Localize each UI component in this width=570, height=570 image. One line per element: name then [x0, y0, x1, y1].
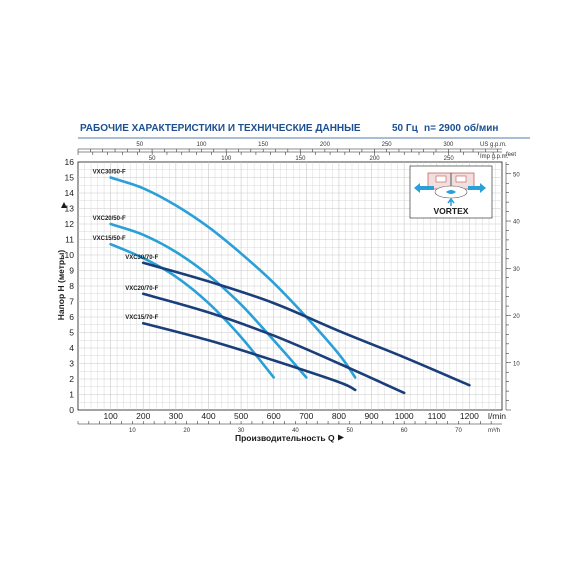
x-tick-label: 300 — [169, 411, 183, 421]
x-tick-label: 600 — [267, 411, 281, 421]
y-tick-label: 1 — [69, 390, 74, 400]
top-axis-2-label: 100 — [221, 156, 232, 162]
bottom-axis-2-label: 40 — [292, 428, 299, 434]
series-label-vxc30-50-f: VXC30/50-F — [93, 170, 126, 176]
top-axis-2-label: 200 — [370, 156, 381, 162]
top-axis-1-label: 50 — [136, 142, 143, 148]
bottom-axis-2-label: 20 — [183, 428, 190, 434]
bottom-axis-2-label: 10 — [129, 428, 136, 434]
top-axis-2-unit: Imp g.p.m. — [480, 154, 509, 160]
series-label-vxc20-50-f: VXC20/50-F — [93, 216, 126, 222]
chart-title: РАБОЧИЕ ХАРАКТЕРИСТИКИ И ТЕХНИЧЕСКИЕ ДАН… — [80, 123, 361, 134]
series-line-vxc15-70-f — [141, 321, 357, 392]
top-axis-2-label: 250 — [444, 156, 455, 162]
bottom-axes: 100 200 300 400 500 600 700 800 900 1000 1100 1200 1… — [77, 411, 502, 434]
top-axis-2-label: 50 — [149, 156, 156, 162]
top-axis-1-label: 250 — [382, 142, 393, 148]
x-tick-label: 1000 — [395, 411, 414, 421]
x-tick-label: 700 — [299, 411, 313, 421]
y-tick-label: 9 — [69, 266, 74, 276]
y-tick-label: 12 — [65, 219, 75, 229]
bottom-axis-2-label: 30 — [238, 428, 245, 434]
top-axes: 50 100 150 200 250 300 50 100 150 200 250 — [77, 142, 502, 162]
right-axis-label: 50 — [513, 172, 520, 178]
vortex-pump-icon — [414, 172, 486, 206]
series-line-vxc20-70-f — [141, 292, 406, 395]
series-label-vxc30-70-f: VXC30/70-F — [125, 255, 158, 261]
y-axis-title: Напор H (метры) — [56, 250, 66, 321]
x-tick-label: 100 — [104, 411, 118, 421]
series-label-vxc20-70-f: VXC20/70-F — [125, 286, 158, 292]
right-axis-label: 30 — [513, 267, 520, 273]
x-axis-arrow-icon — [338, 434, 344, 441]
vortex-inset: VORTEX — [409, 165, 493, 219]
y-tick-label: 16 — [65, 157, 75, 167]
x-axis-unit: l/min — [488, 411, 506, 421]
bottom-axis-2-label: 70 — [455, 428, 462, 434]
y-tick-label: 5 — [69, 328, 74, 338]
y-tick-label: 7 — [69, 297, 74, 307]
series-line-vxc20-50-f — [109, 222, 308, 379]
y-tick-label: 15 — [65, 173, 75, 183]
y-tick-label: 11 — [65, 235, 74, 245]
x-tick-label: 1200 — [460, 411, 479, 421]
x-tick-label: 200 — [136, 411, 150, 421]
x-axis-title: Производительность Q — [235, 433, 335, 443]
series-line-vxc30-70-f — [141, 261, 471, 387]
right-axis-label: 40 — [513, 220, 520, 226]
y-tick-label: 4 — [69, 343, 74, 353]
inset-label: VORTEX — [434, 206, 469, 216]
series-line-vxc30-50-f — [109, 176, 357, 379]
x-tick-label: 1100 — [428, 411, 447, 421]
chart-frequency: 50 Гц — [392, 123, 419, 134]
top-axis-1-label: 200 — [320, 142, 331, 148]
y-tick-label: 14 — [65, 188, 75, 198]
y-tick-label: 3 — [69, 359, 74, 369]
right-axis-label: 20 — [513, 314, 520, 320]
top-axis-2-label: 150 — [295, 156, 306, 162]
top-axis-1-label: 300 — [443, 142, 454, 148]
series-label-vxc15-70-f: VXC15/70-F — [125, 315, 158, 321]
series-label-vxc15-50-f: VXC15/50-F — [93, 236, 126, 242]
series-line-vxc15-50-f — [109, 242, 275, 379]
bottom-axis-2-label: 60 — [401, 428, 408, 434]
x-tick-label: 800 — [332, 411, 346, 421]
top-axis-1-label: 100 — [196, 142, 207, 148]
top-axis-1-unit: US g.p.m. — [480, 142, 507, 148]
right-axis-label: 10 — [513, 361, 520, 367]
x-tick-label: 500 — [234, 411, 248, 421]
y-tick-label: 13 — [65, 204, 75, 214]
right-axis-unit: feet — [506, 152, 516, 158]
right-axis: 10 20 30 40 50 — [505, 162, 520, 411]
x-tick-label: 400 — [201, 411, 215, 421]
y-axis-arrow-icon — [61, 202, 67, 208]
y-tick-label: 8 — [69, 281, 74, 291]
top-axis-1-label: 150 — [258, 142, 269, 148]
curves: VXC30/50-F VXC20/50-F VXC15/50-F VXC30/70-F… — [93, 170, 471, 395]
y-tick-label: 2 — [69, 374, 74, 384]
bottom-axis-2-unit: m³/h — [488, 428, 500, 434]
chart-speed: n= 2900 об/мин — [424, 122, 498, 134]
y-tick-label: 6 — [69, 312, 74, 322]
x-tick-label: 900 — [364, 411, 378, 421]
y-tick-label: 10 — [65, 250, 75, 260]
bottom-axis-2-label: 50 — [346, 428, 353, 434]
y-tick-label: 0 — [69, 405, 74, 415]
